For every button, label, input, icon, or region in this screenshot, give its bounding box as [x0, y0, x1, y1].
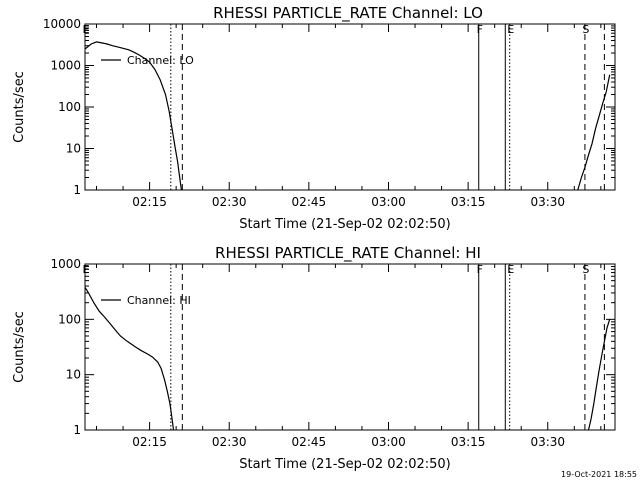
x-tick-label: 03:15 [451, 195, 486, 209]
panel-hi: RHESSI PARTICLE_RATE Channel: HI 02:15 02… [12, 244, 616, 472]
x-tick-label: 02:45 [292, 435, 327, 449]
event-marker-label: S [582, 23, 589, 36]
series-line-lo [577, 74, 611, 191]
event-marker-label: F [477, 263, 483, 276]
x-tick-label: 02:30 [212, 195, 247, 209]
y-tick-label: 1000 [50, 257, 81, 271]
timestamp: 19-Oct-2021 18:55 [561, 470, 637, 479]
x-tick-label: 03:15 [451, 435, 486, 449]
y-tick-label: 10000 [43, 17, 81, 31]
y-tick-label: 1 [73, 423, 81, 437]
series-line-lo [84, 41, 182, 191]
y-tick-label: 1 [73, 183, 81, 197]
panel-hi-ylabel: Counts/sec [12, 311, 27, 383]
x-tick-label: 03:00 [371, 435, 406, 449]
x-tick-label: 02:30 [212, 435, 247, 449]
panel-lo-ylabel: Counts/sec [12, 71, 27, 143]
event-marker-label: E [507, 23, 514, 36]
panel-lo: RHESSI PARTICLE_RATE Channel: LO 02:15 02… [12, 4, 616, 232]
series-line-hi [587, 319, 611, 431]
event-marker-label: E [83, 23, 90, 36]
legend-label: Channel: HI [127, 294, 191, 307]
panel-hi-plot-frame [84, 263, 616, 431]
y-tick-label: 10 [66, 368, 81, 382]
event-marker-label: E [507, 263, 514, 276]
panel-lo-title: RHESSI PARTICLE_RATE Channel: LO [213, 4, 483, 23]
y-tick-label: 100 [58, 100, 81, 114]
legend-label: Channel: LO [127, 54, 194, 67]
y-tick-label: 1000 [50, 59, 81, 73]
y-tick-label: 10 [66, 142, 81, 156]
x-tick-label: 02:45 [292, 195, 327, 209]
panel-hi-title: RHESSI PARTICLE_RATE Channel: HI [215, 244, 481, 263]
event-marker-label: E [83, 263, 90, 276]
panel-lo-xlabel: Start Time (21-Sep-02 02:02:50) [239, 217, 450, 232]
x-tick-label: 02:15 [132, 435, 167, 449]
x-tick-label: 02:15 [132, 195, 167, 209]
panel-hi-xlabel: Start Time (21-Sep-02 02:02:50) [239, 457, 450, 472]
panel-lo-plot-frame [84, 23, 616, 191]
y-tick-label: 100 [58, 312, 81, 326]
event-marker-label: F [477, 23, 483, 36]
x-tick-label: 03:30 [530, 195, 565, 209]
event-marker-label: S [582, 263, 589, 276]
x-tick-label: 03:00 [371, 195, 406, 209]
x-tick-label: 03:30 [530, 435, 565, 449]
series-line-hi [84, 286, 175, 431]
